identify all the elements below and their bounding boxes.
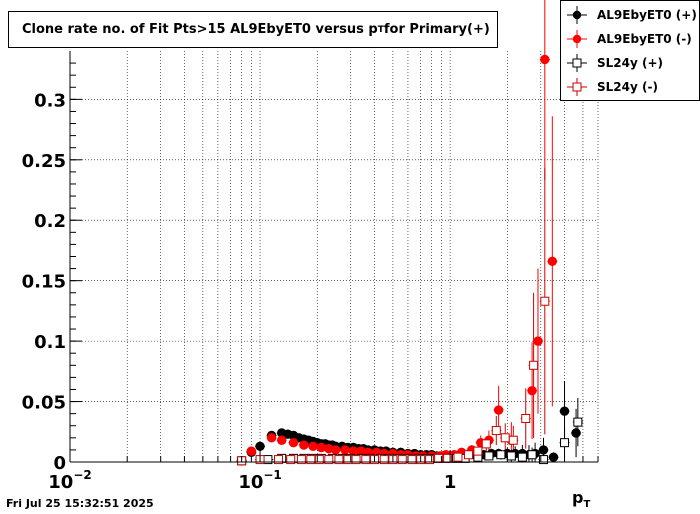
y-tick-label: 0.2	[34, 211, 66, 232]
data-point	[296, 455, 306, 465]
data-point	[314, 455, 324, 465]
y-tick-label: 0	[53, 453, 66, 474]
data-point	[273, 455, 283, 465]
data-point	[548, 452, 559, 462]
data-point	[496, 450, 506, 460]
data-point	[493, 405, 504, 415]
data-point	[491, 426, 501, 436]
data-point	[538, 445, 549, 455]
data-point	[361, 455, 371, 465]
data-point	[527, 385, 537, 396]
chart-title: Clone rate no. of Fit Pts>15 AL9EbyET0 v…	[8, 11, 498, 48]
legend-entry: AL9EbyET0 (-)	[561, 27, 699, 51]
data-point	[379, 455, 389, 465]
data-point	[573, 417, 583, 427]
data-point	[246, 446, 257, 456]
legend-marker	[567, 6, 587, 24]
legend-label: SL24y (-)	[597, 80, 658, 94]
timestamp: Fri Jul 25 15:32:51 2025	[6, 497, 154, 510]
legend-marker	[567, 78, 587, 96]
data-point	[540, 296, 550, 306]
data-point	[330, 445, 341, 455]
y-tick-label: 0.25	[22, 151, 66, 172]
data-point	[560, 438, 570, 448]
data-point	[334, 455, 344, 465]
chart-title-sub: T	[377, 24, 384, 35]
legend-marker	[567, 54, 587, 72]
tick-labels: 0 0.05 0.1 0.15 0.2 0.25 0.3 10−2 10−1 1	[22, 90, 457, 493]
legend-entry: AL9EbyET0 (+)	[561, 3, 699, 27]
data-point	[533, 336, 543, 346]
data-point	[397, 455, 407, 465]
data-point	[473, 446, 483, 456]
data-point	[340, 445, 350, 455]
chart-title-main: Clone rate no. of Fit Pts>15 AL9EbyET0 v…	[22, 22, 378, 37]
data-point	[538, 455, 548, 465]
legend-label: AL9EbyET0 (-)	[597, 32, 692, 46]
data-point	[529, 360, 539, 370]
data-point	[559, 406, 570, 416]
x-axis-label: pT	[572, 488, 590, 510]
chart-legend: AL9EbyET0 (+) AL9EbyET0 (-) SL24y (+) SL24y…	[560, 0, 700, 101]
data-point	[288, 437, 299, 448]
data-point	[299, 440, 309, 450]
data-point	[277, 435, 287, 445]
x-tick-label: 10−2	[48, 468, 91, 493]
data-point	[286, 455, 296, 465]
y-tick-label: 0.1	[34, 332, 66, 353]
legend-label: SL24y (+)	[597, 56, 664, 70]
legend-marker	[567, 30, 587, 48]
data-point	[464, 450, 474, 460]
x-tick-label: 10−1	[238, 468, 281, 493]
chart-grid	[69, 51, 599, 463]
data-point	[308, 441, 318, 451]
x-axis-label-main: p	[572, 488, 584, 507]
data-point	[506, 451, 516, 461]
data-point	[571, 428, 581, 438]
chart-title-suffix: for Primary(+)	[383, 22, 490, 37]
x-tick-exponent: −2	[73, 468, 91, 482]
data-point	[484, 451, 494, 461]
y-tick-label: 0.15	[22, 272, 66, 293]
data-point	[324, 455, 334, 465]
x-tick-label: 1	[444, 472, 457, 493]
data-point	[508, 435, 518, 445]
data-point	[521, 413, 531, 423]
data-point	[527, 450, 537, 460]
legend-entry: SL24y (+)	[561, 51, 699, 75]
chart-axes	[69, 51, 599, 463]
x-axis-label-sub: T	[583, 499, 591, 511]
data-point	[481, 439, 491, 449]
data-point	[316, 442, 326, 453]
data-point	[266, 433, 277, 443]
data-point	[351, 455, 361, 465]
data-points	[236, 54, 583, 466]
legend-label: AL9EbyET0 (+)	[597, 8, 697, 22]
data-point	[517, 452, 527, 462]
data-point	[255, 441, 265, 451]
data-point	[500, 433, 510, 443]
data-point	[453, 452, 463, 462]
data-point	[540, 54, 550, 65]
x-tick-exponent: −1	[263, 468, 281, 482]
y-tick-label: 0.05	[22, 393, 66, 414]
data-point	[425, 455, 435, 465]
data-point	[547, 256, 558, 267]
y-tick-label: 0.3	[34, 90, 66, 111]
legend-entry: SL24y (-)	[561, 75, 699, 99]
